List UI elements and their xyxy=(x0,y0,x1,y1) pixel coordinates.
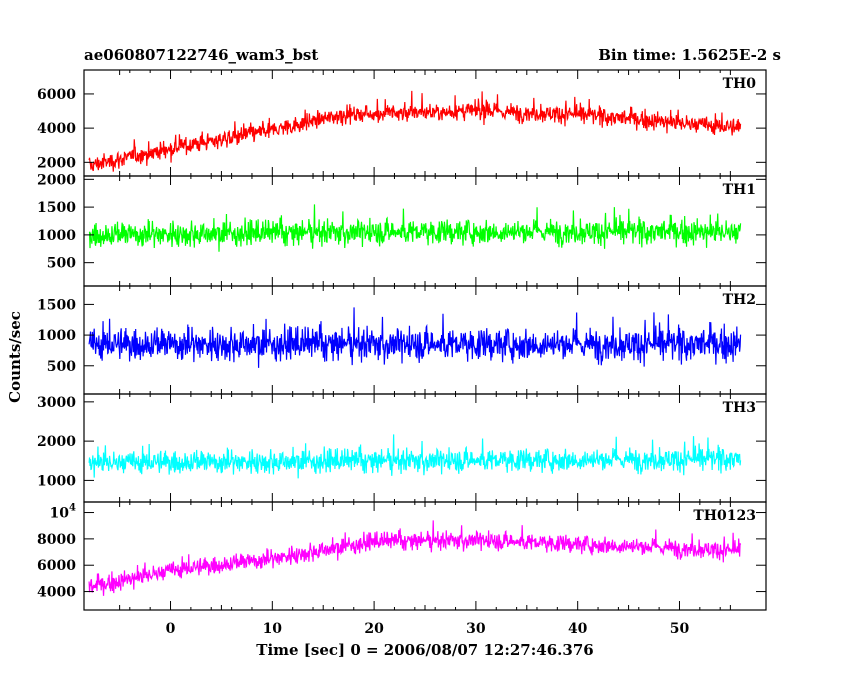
panel-frame xyxy=(83,393,767,503)
panel-label: TH0 xyxy=(723,76,757,92)
panel-th3: 1000 2000 3000 TH3 xyxy=(37,393,767,503)
x-tick-label: 30 xyxy=(466,621,486,637)
panel-th2: 500 1000 1500 TH2 xyxy=(37,285,767,395)
y-tick-label: 1500 xyxy=(37,297,76,313)
y-tick-label: 1000 xyxy=(37,228,76,244)
y-tick-label: 2000 xyxy=(37,155,76,171)
panel-label: TH2 xyxy=(723,292,756,308)
y-tick-label: 6000 xyxy=(37,558,76,574)
y-tick-label: 3000 xyxy=(37,395,76,411)
panel-th0: 2000 4000 6000 TH0 xyxy=(37,69,767,177)
panel-label: TH3 xyxy=(723,400,756,416)
y-tick-label: 500 xyxy=(47,359,76,375)
x-axis-label: Time [sec] 0 = 2006/08/07 12:27:46.376 xyxy=(256,641,593,659)
series-th1 xyxy=(88,204,742,252)
panel-th0123: 4000 6000 8000 104 TH0123 xyxy=(37,501,767,611)
y-tick-label: 6000 xyxy=(37,87,76,103)
y-tick-label: 2000 xyxy=(37,434,76,450)
chart-title: ae060807122746_wam3_bst xyxy=(84,46,318,64)
y-tick-label: 104 xyxy=(50,503,76,522)
y-tick-label: 2000 xyxy=(37,172,76,188)
x-tick-label: 20 xyxy=(364,621,384,637)
panel-frame xyxy=(83,501,767,611)
panel-label: TH1 xyxy=(723,182,756,198)
y-tick-label: 8000 xyxy=(37,532,76,548)
panel-label: TH0123 xyxy=(693,508,756,524)
x-tick-label: 0 xyxy=(166,621,176,637)
series-th2 xyxy=(88,307,742,368)
y-tick-label: 1000 xyxy=(37,473,76,489)
y-tick-label: 4000 xyxy=(37,585,76,601)
x-tick-label: 40 xyxy=(568,621,588,637)
x-tick-label: 10 xyxy=(263,621,283,637)
y-axis-label: Counts/sec xyxy=(6,311,24,403)
series-th0 xyxy=(88,90,742,172)
chart-subtitle: Bin time: 1.5625E-2 s xyxy=(598,46,781,64)
y-tick-label: 1000 xyxy=(37,328,76,344)
panel-th1: 500 1000 1500 2000 TH1 xyxy=(37,172,767,287)
series-th3 xyxy=(88,434,742,479)
series-th0123 xyxy=(88,520,742,596)
y-tick-label: 4000 xyxy=(37,121,76,137)
x-tick-label: 50 xyxy=(670,621,690,637)
panels: 200040006000TH0500100015002000TH15001000… xyxy=(37,69,767,637)
y-tick-label: 500 xyxy=(47,256,76,272)
y-tick-label: 1500 xyxy=(37,200,76,216)
